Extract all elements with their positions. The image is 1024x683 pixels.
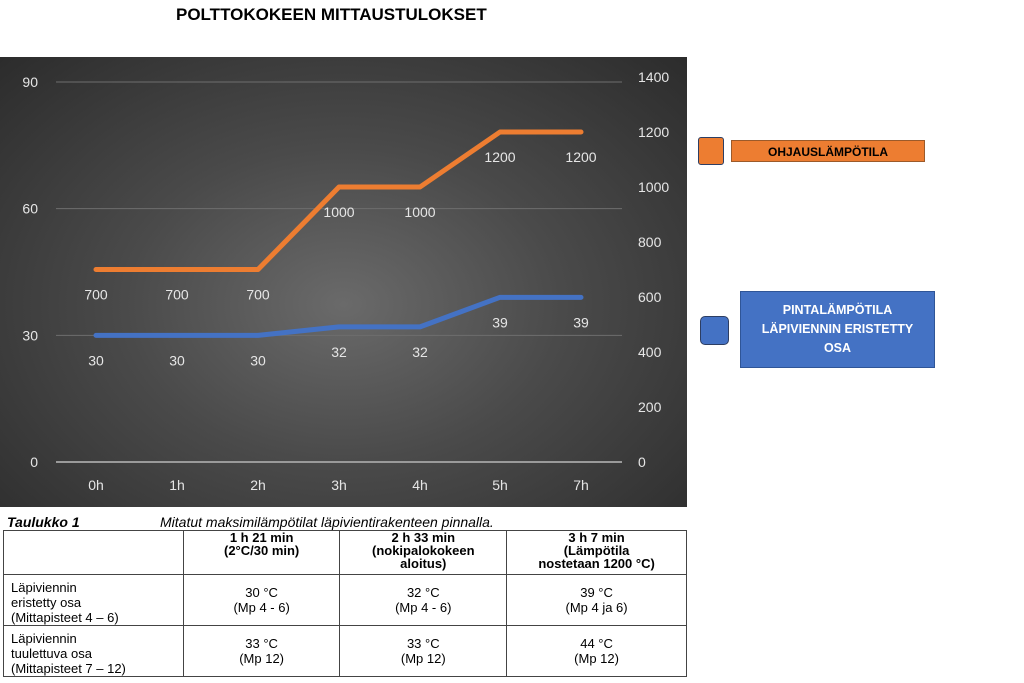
x-tick-label: 5h <box>492 477 508 493</box>
legend-blue-line-3: OSA <box>823 341 852 355</box>
legend-swatch-orange <box>698 137 724 165</box>
table-row-label: Läpiviennin eristetty osa (Mittapisteet … <box>3 574 184 626</box>
table-caption-text: Mitatut maksimilämpötilat läpivientirake… <box>160 514 494 530</box>
chart-area: 0 30 60 90 0 200 400 600 800 1000 1200 1400 0h 1h 2h 3h… <box>0 57 687 507</box>
data-label-ohjauslampotila: 1200 <box>484 149 515 165</box>
x-tick-label: 2h <box>250 477 266 493</box>
y-right-tick-label: 400 <box>638 344 662 360</box>
table-cell: 33 °C (Mp 12) <box>339 625 508 677</box>
x-tick-label: 1h <box>169 477 185 493</box>
table-header-cell: 1 h 21 min (2°C/30 min) <box>182 530 341 575</box>
data-label-ohjauslampotila: 1000 <box>323 204 354 220</box>
y-left-tick-label: 30 <box>22 327 38 343</box>
data-label-pintalampotila: 39 <box>492 314 508 330</box>
legend-blue-line-2: LÄPIVIENNIN ERISTETTY <box>761 322 914 336</box>
table-cell: 39 °C (Mp 4 ja 6) <box>506 574 687 626</box>
y-left-tick-label: 60 <box>22 201 38 217</box>
data-label-pintalampotila: 32 <box>331 344 347 360</box>
data-label-pintalampotila: 30 <box>169 352 185 368</box>
y-left-tick-label: 90 <box>22 74 38 90</box>
x-tick-label: 3h <box>331 477 347 493</box>
y-right-tick-label: 0 <box>638 454 646 470</box>
series-line-ohjauslampotila <box>93 129 584 272</box>
table-cell: 32 °C (Mp 4 - 6) <box>339 574 508 626</box>
y-right-tick-label: 1000 <box>638 179 669 195</box>
table-header-cell: 2 h 33 min (nokipalokokeen aloitus) <box>339 530 508 575</box>
legend-blue-line-1: PINTALÄMPÖTILA <box>782 303 893 317</box>
legend-swatch-blue <box>700 316 729 345</box>
legend-label-ohjauslampotila: OHJAUSLÄMPÖTILA <box>731 140 925 162</box>
table-header-row: 1 h 21 min (2°C/30 min) 2 h 33 min (noki… <box>3 530 687 575</box>
page-title: POLTTOKOKEEN MITTAUSTULOKSET <box>176 5 487 24</box>
data-label-pintalampotila: 32 <box>412 344 428 360</box>
table-cell: 44 °C (Mp 12) <box>506 625 687 677</box>
table-row-label: Läpiviennin tuulettuva osa (Mittapisteet… <box>3 625 184 677</box>
table-caption-number: Taulukko 1 <box>7 514 80 530</box>
y-right-tick-label: 800 <box>638 234 662 250</box>
table-header-cell: 3 h 7 min (Lämpötila nostetaan 1200 °C) <box>506 530 687 575</box>
y-right-tick-label: 600 <box>638 289 662 305</box>
table-cell: 33 °C (Mp 12) <box>182 625 341 677</box>
legend-label-pintalampotila: PINTALÄMPÖTILA LÄPIVIENNIN ERISTETTY OSA <box>740 291 935 368</box>
y-right-tick-label: 1400 <box>638 69 669 85</box>
table-row: Läpiviennin tuulettuva osa (Mittapisteet… <box>3 625 687 677</box>
data-label-ohjauslampotila: 700 <box>246 287 270 303</box>
data-label-ohjauslampotila: 1000 <box>404 204 435 220</box>
table-row: Läpiviennin eristetty osa (Mittapisteet … <box>3 574 687 626</box>
data-label-ohjauslampotila: 1200 <box>565 149 596 165</box>
data-label-pintalampotila: 39 <box>573 314 589 330</box>
table-header-empty <box>3 530 184 575</box>
x-tick-label: 0h <box>88 477 104 493</box>
y-right-tick-label: 200 <box>638 399 662 415</box>
data-label-pintalampotila: 30 <box>88 352 104 368</box>
data-label-ohjauslampotila: 700 <box>84 287 108 303</box>
data-label-ohjauslampotila: 700 <box>165 287 189 303</box>
line-chart: 0 30 60 90 0 200 400 600 800 1000 1200 1400 0h 1h 2h 3h… <box>22 69 669 493</box>
y-left-tick-label: 0 <box>30 454 38 470</box>
x-tick-label: 7h <box>573 477 589 493</box>
y-right-tick-label: 1200 <box>638 124 669 140</box>
x-tick-label: 4h <box>412 477 428 493</box>
results-table: 1 h 21 min (2°C/30 min) 2 h 33 min (noki… <box>3 530 687 677</box>
data-label-pintalampotila: 30 <box>250 352 266 368</box>
table-cell: 30 °C (Mp 4 - 6) <box>182 574 341 626</box>
series-line-pintalampotila <box>93 294 584 338</box>
